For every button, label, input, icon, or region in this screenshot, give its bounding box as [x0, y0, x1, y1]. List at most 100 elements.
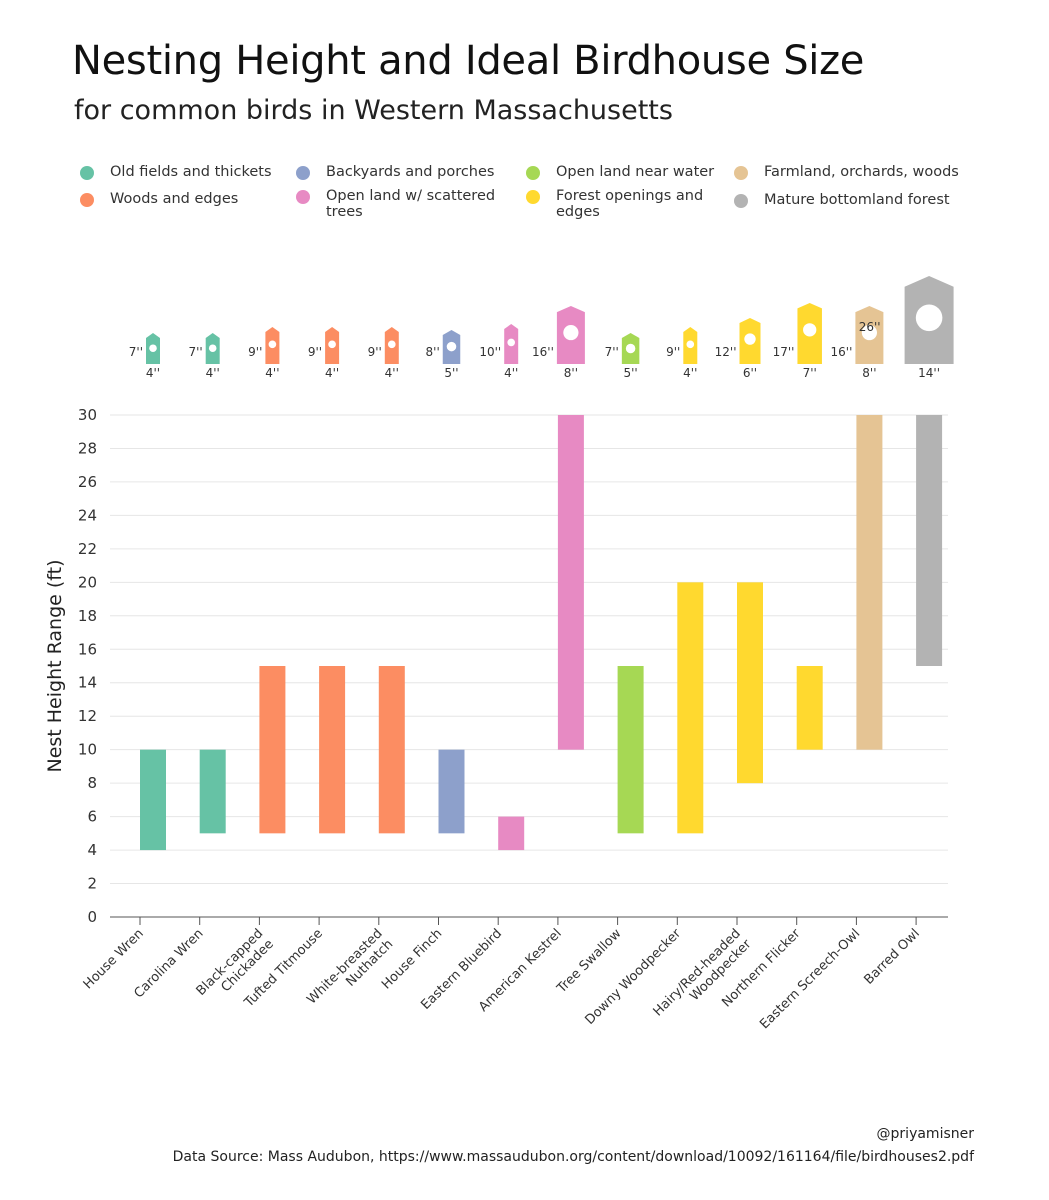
birdhouse-entrance	[388, 340, 396, 349]
legend-label: Backyards and porches	[326, 164, 495, 180]
y-tick-label: 30	[78, 406, 97, 424]
legend-label: Open land near water	[556, 164, 715, 180]
data-source: Data Source: Mass Audubon, https://www.m…	[172, 1149, 974, 1165]
y-tick-label: 12	[78, 707, 97, 725]
y-tick-label: 6	[87, 808, 97, 826]
birdhouse-height-label: 10''	[479, 345, 501, 359]
birdhouse-entrance	[149, 344, 157, 353]
legend-swatch	[296, 190, 310, 204]
legend-label: Woods and edges	[110, 191, 239, 207]
range-bar	[856, 415, 883, 750]
birdhouse-width-label: 4''	[206, 366, 220, 380]
birdhouse-height-label: 9''	[666, 345, 680, 359]
x-tick-label: Barred Owl	[861, 926, 922, 987]
birdhouse-height-label: 26''	[859, 320, 881, 334]
birdhouse-width-label: 5''	[444, 366, 458, 380]
y-tick-label: 24	[78, 506, 97, 524]
legend-item: Open land w/ scattered trees	[296, 188, 496, 220]
birdhouse-height-label: 8''	[426, 345, 440, 359]
y-tick-label: 26	[78, 473, 97, 491]
range-bar	[199, 749, 226, 834]
chart-subtitle: for common birds in Western Massachusett…	[74, 95, 673, 126]
birdhouse-width-label: 8''	[564, 366, 578, 380]
range-bar	[617, 666, 644, 834]
birdhouse-width-label: 4''	[504, 366, 518, 380]
birdhouse-height-label: 16''	[532, 345, 554, 359]
legend-item: Mature bottomland forest	[734, 192, 964, 208]
legend-swatch	[734, 194, 748, 208]
x-tick-label: Eastern Screech-Owl	[757, 926, 863, 1032]
range-bar	[378, 666, 405, 834]
y-axis-label: Nest Height Range (ft)	[44, 559, 66, 772]
x-tick-label: House Finch	[379, 926, 445, 992]
legend-label: Open land w/ scattered trees	[326, 188, 496, 220]
legend-item: Farmland, orchards, woods	[734, 164, 964, 180]
birdhouse-height-label: 7''	[605, 345, 619, 359]
y-tick-label: 10	[78, 741, 97, 759]
birdhouse-width-label: 4''	[325, 366, 339, 380]
birdhouse-height-label: 9''	[308, 345, 322, 359]
legend-swatch	[734, 166, 748, 180]
birdhouse-entrance	[446, 341, 457, 352]
legend-item: Open land near water	[526, 164, 731, 180]
y-tick-label: 8	[87, 774, 97, 792]
birdhouse-entrance	[507, 338, 515, 347]
birdhouse-entrance	[915, 304, 943, 332]
range-bar	[796, 666, 823, 750]
birdhouse-width-label: 14''	[918, 366, 940, 380]
author-handle: @priyamisner	[876, 1126, 974, 1142]
birdhouse-entrance	[268, 340, 277, 349]
chart-title: Nesting Height and Ideal Birdhouse Size	[72, 38, 865, 84]
legend-swatch	[80, 193, 94, 207]
birdhouse-entrance	[563, 324, 579, 341]
legend-label: Forest openings and edges	[556, 188, 704, 220]
birdhouse-entrance	[803, 323, 817, 337]
y-tick-label: 20	[78, 573, 97, 591]
range-bar	[259, 666, 286, 834]
range-bar	[140, 749, 166, 851]
birdhouse-height-label: 9''	[368, 345, 382, 359]
legend-label: Farmland, orchards, woods	[764, 164, 959, 180]
legend-swatch	[526, 166, 540, 180]
birdhouse-width-label: 5''	[623, 366, 637, 380]
legend-label: Old fields and thickets	[110, 164, 272, 180]
y-tick-label: 16	[78, 640, 97, 658]
birdhouse-entrance	[861, 324, 878, 341]
birdhouse-entrance	[744, 333, 756, 345]
legend-item: Old fields and thickets	[80, 164, 285, 180]
birdhouse-entrance	[625, 343, 636, 354]
birdhouse-height-label: 17''	[773, 345, 795, 359]
birdhouse-width-label: 4''	[385, 366, 399, 380]
legend-swatch	[526, 190, 540, 204]
y-tick-label: 18	[78, 607, 97, 625]
birdhouse-width-label: 8''	[862, 366, 876, 380]
birdhouse-height-label: 7''	[188, 345, 202, 359]
y-tick-label: 28	[78, 439, 97, 457]
legend: Old fields and thickets Woods and edges …	[80, 160, 980, 230]
range-bar	[438, 749, 465, 834]
birdhouse-height-label: 12''	[715, 345, 737, 359]
y-tick-label: 2	[87, 875, 97, 893]
x-tick-label: House Wren	[81, 926, 147, 992]
birdhouse-width-label: 4''	[265, 366, 279, 380]
range-bar	[737, 582, 763, 784]
y-tick-label: 22	[78, 540, 97, 558]
birdhouse-entrance	[208, 344, 217, 353]
birdhouse-width-label: 4''	[146, 366, 160, 380]
range-bar	[498, 816, 525, 851]
legend-swatch	[296, 166, 310, 180]
legend-label: Mature bottomland forest	[764, 192, 950, 208]
y-tick-label: 0	[87, 908, 97, 926]
birdhouse-entrance	[686, 340, 695, 349]
y-tick-label: 4	[87, 841, 97, 859]
legend-item: Forest openings and edges	[526, 188, 706, 220]
birdhouse-width-label: 7''	[803, 366, 817, 380]
birdhouse-entrance	[328, 340, 336, 349]
range-bar	[557, 415, 584, 750]
birdhouse-width-label: 4''	[683, 366, 697, 380]
range-bar	[916, 415, 943, 666]
birdhouse-height-label: 16''	[831, 345, 853, 359]
birdhouse-height-label: 9''	[248, 345, 262, 359]
range-bar	[677, 582, 704, 834]
